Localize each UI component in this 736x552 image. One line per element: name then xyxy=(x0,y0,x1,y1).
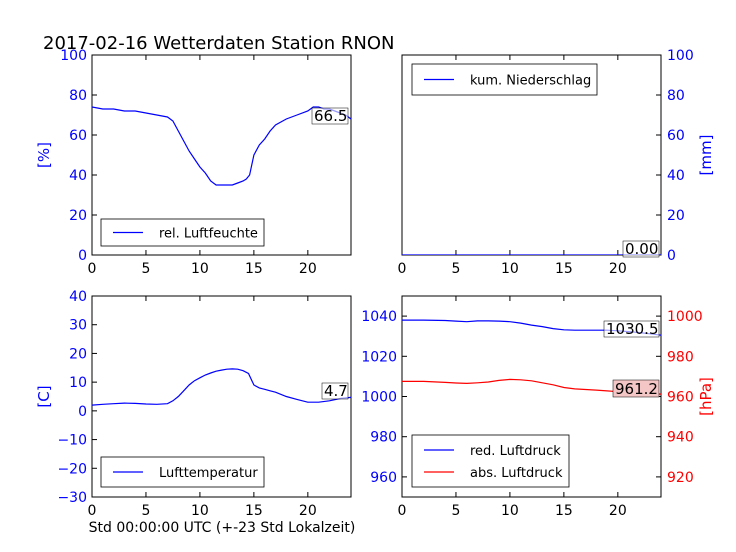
legend-label: kum. Niederschlag xyxy=(470,74,591,89)
y-tick-label-right: 920 xyxy=(667,470,694,486)
y-tick-label: 30 xyxy=(69,318,87,334)
x-axis-label: Std 00:00:00 UTC (+-23 Std Lokalzeit) xyxy=(89,520,356,536)
x-tick-label: 10 xyxy=(501,503,519,519)
y-tick-label-right: 1000 xyxy=(667,309,703,325)
y-tick-label: 20 xyxy=(69,346,87,362)
y-tick-label: 980 xyxy=(370,430,397,446)
y-tick-label: 20 xyxy=(667,208,685,224)
x-tick-label: 15 xyxy=(555,261,573,277)
plot-frame xyxy=(91,295,352,498)
x-tick-label: 10 xyxy=(191,503,209,519)
x-tick-label: 20 xyxy=(609,503,627,519)
x-tick-label: 20 xyxy=(299,503,317,519)
legend-label: rel. Luftfeuchte xyxy=(159,227,258,242)
y-tick-label: 960 xyxy=(370,470,397,486)
y-tick-label-right: 940 xyxy=(667,430,694,446)
legend: rel. Luftfeuchte xyxy=(100,218,265,247)
legend-box xyxy=(411,434,570,488)
panel-bottom-left: 0 5 10 15 20 −30 −20 −10 0 10 20 30 40 [C] Lufttempera… xyxy=(35,289,352,519)
y-axis-label: [%] xyxy=(35,142,53,168)
value-annotation: 66.5 xyxy=(314,107,347,125)
x-tick-label: 20 xyxy=(609,261,627,277)
value-annotation: 0.00 xyxy=(625,240,658,258)
y-tick-label: 0 xyxy=(78,404,87,420)
legend-label: abs. Luftdruck xyxy=(470,466,563,481)
y-tick-label-right: 980 xyxy=(667,349,694,365)
value-annotation-box xyxy=(603,320,660,338)
y-tick-label: 60 xyxy=(69,128,87,144)
y-axis-label: [C] xyxy=(35,385,53,407)
y-tick-label: 100 xyxy=(667,48,694,64)
x-tick-label: 0 xyxy=(398,261,407,277)
y-tick-label: 20 xyxy=(69,208,87,224)
y-tick-label: 80 xyxy=(667,88,685,104)
value-annotation-box xyxy=(311,107,349,125)
y-axis-label: [mm] xyxy=(697,135,715,176)
x-tick-label: 10 xyxy=(501,261,519,277)
value-annotation: 961.2 xyxy=(615,380,658,398)
value-annotation: 1030.5 xyxy=(606,320,659,338)
y-tick-label: 40 xyxy=(667,168,685,184)
value-annotation-box xyxy=(321,382,349,400)
value-annotation-box xyxy=(622,240,660,258)
y-tick-label: −20 xyxy=(57,461,87,477)
legend-label: red. Luftdruck xyxy=(470,444,561,459)
x-tick-label: 0 xyxy=(398,503,407,519)
y-tick-label: 1000 xyxy=(361,390,397,406)
y-tick-label: 1040 xyxy=(361,309,397,325)
y-tick-label: 80 xyxy=(69,88,87,104)
chart-title: 2017-02-16 Wetterdaten Station RNON xyxy=(43,33,394,54)
x-tick-label: 0 xyxy=(88,503,97,519)
x-tick-label: 15 xyxy=(245,503,263,519)
x-tick-label: 5 xyxy=(451,503,460,519)
y-tick-label: 0 xyxy=(78,248,87,264)
y-tick-label: 40 xyxy=(69,289,87,305)
x-tick-label: 20 xyxy=(299,261,317,277)
y-tick-label: 60 xyxy=(667,128,685,144)
x-tick-label: 10 xyxy=(191,261,209,277)
legend: kum. Niederschlag xyxy=(411,63,598,96)
x-tick-label: 0 xyxy=(88,261,97,277)
panel-top-left: 0 5 10 15 20 0 20 40 60 80 100 [%] rel. Luftfeuchte 6… xyxy=(35,48,352,277)
y-tick-label: 0 xyxy=(667,248,676,264)
x-tick-label: 15 xyxy=(245,261,263,277)
y-tick-label: 100 xyxy=(60,48,87,64)
legend-label: Lufttemperatur xyxy=(159,466,258,481)
x-tick-label: 5 xyxy=(141,261,150,277)
x-tick-label: 5 xyxy=(141,503,150,519)
y-tick-label: 1020 xyxy=(361,349,397,365)
y-tick-label: −30 xyxy=(57,490,87,506)
legend: Lufttemperatur xyxy=(100,456,265,488)
x-tick-label: 5 xyxy=(451,261,460,277)
plot-frame xyxy=(91,54,352,256)
y-tick-label: 10 xyxy=(69,375,87,391)
y-axis-label: [hPa] xyxy=(697,377,715,416)
x-tick-label: 15 xyxy=(555,503,573,519)
y-tick-label: 40 xyxy=(69,168,87,184)
y-tick-label-right: 960 xyxy=(667,390,694,406)
value-annotation: 4.7 xyxy=(324,382,348,400)
series-line xyxy=(92,368,351,406)
y-tick-label: −10 xyxy=(57,433,87,449)
panel-top-right: 0 5 10 15 20 0 20 40 60 80 100 [mm] kum. Niederschla… xyxy=(398,48,715,277)
value-annotation-box xyxy=(612,379,660,398)
series-line xyxy=(92,106,351,186)
legend: red. Luftdruck abs. Luftdruck xyxy=(411,434,570,488)
panel-bottom-right: 0 5 10 15 20 960 980 1000 1020 1040 920 940 960 980 10… xyxy=(361,295,715,519)
